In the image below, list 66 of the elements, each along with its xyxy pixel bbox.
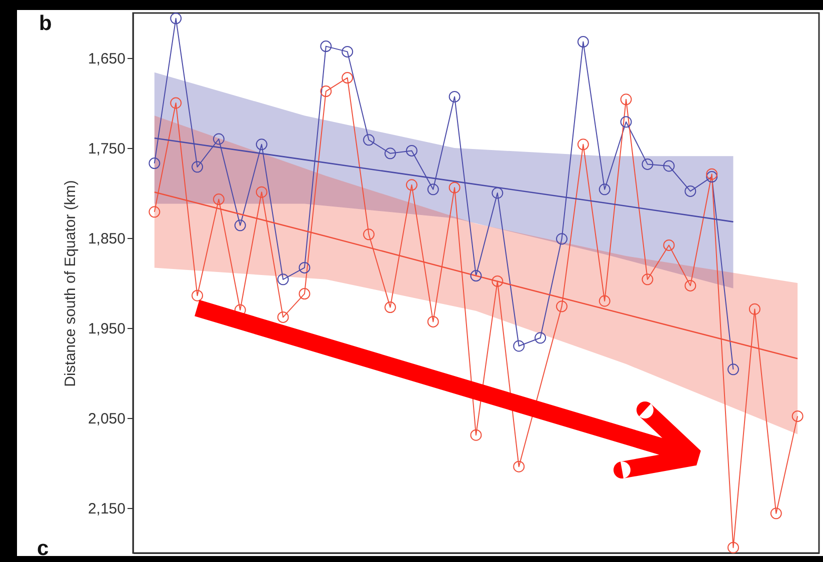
point	[170, 97, 182, 109]
point	[213, 194, 224, 206]
point	[577, 36, 589, 48]
point	[427, 184, 439, 196]
point	[513, 340, 525, 352]
point	[684, 280, 696, 292]
point	[748, 303, 760, 315]
y-axis-title: Distance south of Equator (km)	[62, 180, 79, 387]
point	[642, 158, 654, 170]
point	[684, 185, 696, 197]
point	[470, 429, 482, 441]
point	[213, 133, 224, 145]
point	[492, 187, 504, 199]
point	[728, 542, 739, 554]
point	[706, 168, 718, 180]
point	[598, 184, 610, 196]
y-tick-label: 1,950	[88, 320, 126, 338]
point	[728, 364, 739, 376]
point	[277, 311, 289, 323]
point	[298, 288, 310, 300]
point	[556, 300, 568, 312]
point	[577, 138, 589, 150]
point	[406, 144, 418, 156]
point	[320, 40, 332, 52]
y-tick-label: 2,050	[88, 410, 126, 428]
y-tick-label: 1,750	[88, 140, 126, 158]
point	[598, 295, 610, 307]
point	[342, 72, 354, 84]
point	[148, 206, 160, 218]
y-tick-label: 1,650	[88, 50, 126, 68]
point	[148, 158, 160, 170]
point	[448, 90, 460, 102]
point	[384, 302, 396, 314]
point	[448, 182, 460, 194]
point	[192, 161, 204, 173]
point	[513, 460, 525, 472]
point	[427, 316, 439, 328]
point	[342, 46, 354, 58]
point	[256, 186, 268, 198]
point	[663, 160, 675, 172]
point	[792, 410, 804, 422]
point	[363, 228, 375, 240]
point	[556, 233, 568, 245]
point	[620, 116, 632, 128]
y-tick-label: 2,150	[88, 500, 126, 518]
point	[534, 332, 546, 344]
point	[770, 508, 782, 520]
point	[470, 270, 482, 282]
chart-title: b	[39, 12, 52, 35]
point	[277, 274, 289, 286]
point	[256, 138, 268, 150]
point	[384, 148, 396, 160]
point	[320, 86, 332, 98]
point	[663, 239, 675, 251]
point	[492, 275, 504, 287]
point	[363, 134, 375, 146]
point	[620, 94, 632, 106]
point	[642, 274, 654, 286]
y-tick-label: 1,850	[88, 230, 126, 248]
point	[170, 12, 182, 24]
point	[298, 262, 310, 274]
text: c	[37, 537, 49, 560]
point	[706, 171, 718, 183]
point	[406, 179, 418, 191]
point	[234, 220, 246, 232]
point	[192, 290, 204, 302]
